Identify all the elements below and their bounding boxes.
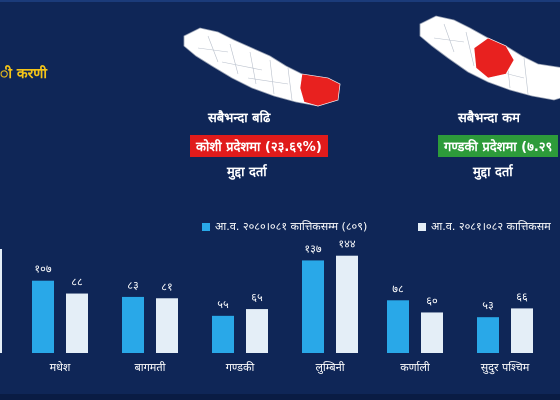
bar-series2-4 (421, 312, 443, 353)
bar-series1-3 (302, 260, 324, 353)
data-label-series2-2: ६५ (251, 291, 263, 304)
category-label-0: मधेश (50, 361, 71, 374)
panel2-caption-bottom: मुद्दा दर्ता (473, 165, 513, 180)
legend-item-series2: आ.व. २०८१।०८२ कात्तिकसम (418, 219, 551, 234)
nepal-map-koshi-highlight (183, 27, 341, 107)
panel1-caption-top: सबैभन्दा बढि (208, 111, 271, 126)
data-label-series1-0: १०७ (34, 263, 51, 276)
koshi-region-highlight (299, 73, 341, 107)
district-lines (197, 35, 293, 101)
bottom-strip (0, 394, 560, 400)
bar-series1-0 (32, 280, 54, 353)
category-label-3: लुम्बिनी (315, 361, 344, 374)
data-label-series2-5: ६६ (516, 290, 528, 303)
bar-series2-5 (511, 308, 533, 353)
category-label-5: सुदुर पश्चिम (481, 361, 530, 375)
legend-swatch-series2 (418, 223, 426, 231)
category-label-2: गण्डकी (226, 361, 255, 374)
data-label-series2-3: १४४ (338, 238, 355, 251)
nepal-map-gandaki-highlight (419, 15, 560, 101)
data-label-series1-4: ७८ (392, 282, 404, 295)
top-divider (0, 0, 560, 2)
bar-series1-4 (387, 300, 409, 353)
data-label-series2-4: ६० (426, 294, 438, 307)
panel1-caption-bottom: मुद्दा दर्ता (227, 165, 267, 180)
bar-series2-0 (66, 293, 88, 353)
legend-swatch-series1 (202, 223, 210, 231)
panel2-highlight-badge: गण्डकी प्रदेशमा (७.२९ (438, 135, 559, 157)
bar-series2-3 (336, 255, 358, 353)
legend-label-series2: आ.व. २०८१।०८२ कात्तिकसम (431, 220, 551, 233)
data-label-series1-1: ८३ (127, 279, 138, 292)
bar-series1-5 (477, 317, 499, 353)
category-label-4: कर्णाली (400, 361, 430, 374)
bar-series1-1 (122, 296, 144, 353)
data-label-series1-2: ५५ (217, 298, 229, 311)
legend-label-series1: आ.व. २०८०।०८१ कात्तिकसम्म (८०९) (215, 220, 368, 233)
bar-series2-1 (156, 298, 178, 353)
panel1-highlight-badge: कोशी प्रदेशमा (२३.६९%) (190, 135, 328, 157)
gandaki-region-highlight (473, 37, 515, 79)
bar-cropped-edge (0, 249, 2, 353)
bar-series2-2 (246, 309, 268, 353)
bar-chart: १०७ ८८ मधेश ८३ ८१ बागमती ५५ ६५ गण्डकी १३७ १४४ लुम्ब… (0, 238, 533, 375)
data-label-series2-1: ८१ (161, 280, 172, 293)
legend-item-series1: आ.व. २०८०।०८१ कात्तिकसम्म (८०९) (202, 219, 367, 234)
section-title-fragment: ी करणी (0, 66, 48, 82)
panel2-caption-top: सबैभन्दा कम (458, 111, 520, 126)
data-label-series1-3: १३७ (304, 242, 321, 255)
category-label-1: बागमती (134, 361, 165, 374)
bar-series1-2 (212, 315, 234, 353)
data-label-series2-0: ८८ (71, 276, 83, 289)
data-label-series1-5: ५३ (482, 299, 493, 312)
